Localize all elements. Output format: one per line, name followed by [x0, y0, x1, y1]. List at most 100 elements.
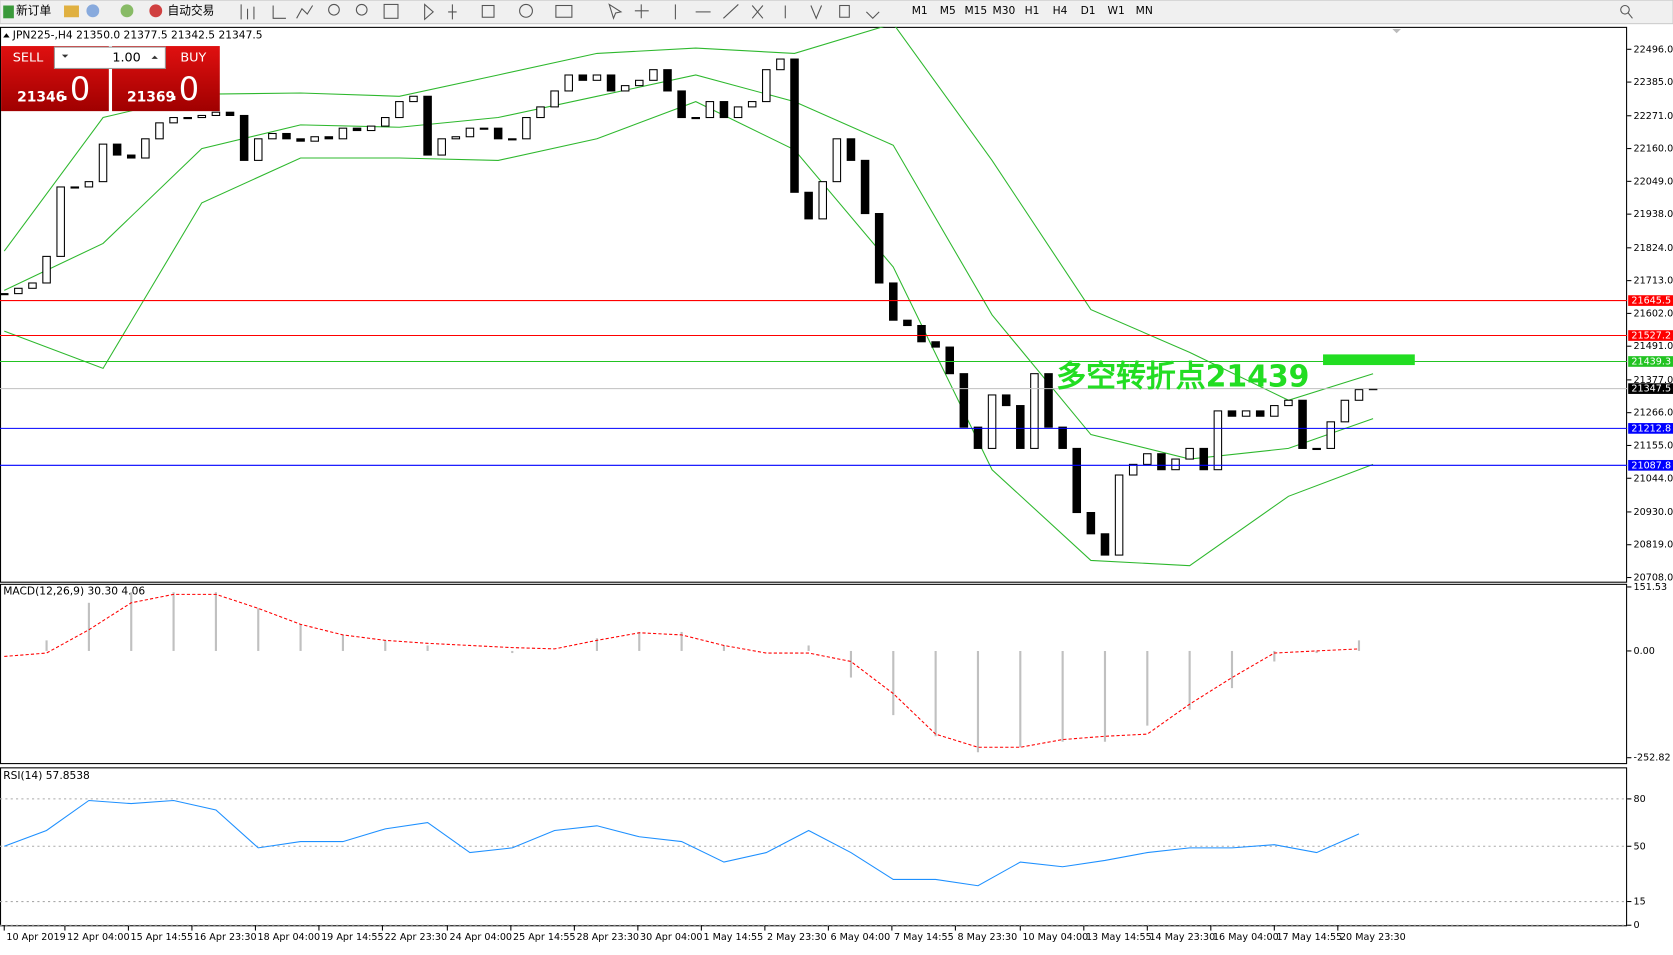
toolbar: 新订单 自动交易 M1 M5 M15 M30 H1 H4 D1 W1 MN	[0, 0, 1673, 25]
candle	[1157, 453, 1166, 471]
buy-frac: .0	[169, 70, 200, 108]
candle	[1016, 405, 1025, 449]
candle	[874, 213, 884, 284]
candle	[846, 138, 856, 161]
timeframe-button[interactable]: D1	[1081, 4, 1096, 17]
candle	[973, 426, 983, 449]
candle	[649, 69, 658, 81]
y-tick-label: 21266.0	[1634, 408, 1673, 419]
candle	[959, 373, 969, 428]
y-tick-label: 0.00	[1634, 646, 1655, 657]
lot-input[interactable]	[53, 46, 166, 69]
candle	[42, 255, 51, 284]
candle	[635, 79, 644, 87]
shift-marker	[1392, 28, 1401, 34]
y-tick-label: 20708.0	[1634, 573, 1673, 584]
candle	[1072, 447, 1082, 514]
marker-box	[1323, 354, 1415, 366]
x-tick-label: 14 May 23:30	[1149, 932, 1215, 943]
candle	[126, 154, 136, 159]
lot-down[interactable]	[61, 54, 69, 58]
candle	[1058, 426, 1067, 449]
x-tick-label: 10 May 04:00	[1022, 932, 1088, 943]
band-upper	[3, 26, 1374, 401]
y-tick-label: 21824.0	[1634, 243, 1673, 254]
candle	[747, 101, 757, 108]
level-tag	[1628, 295, 1673, 306]
x-tick-label: 20 May 23:30	[1340, 932, 1406, 943]
candle	[1270, 405, 1279, 417]
candle	[268, 132, 277, 140]
annotation: 多空转折点21439	[1056, 359, 1309, 394]
candle	[352, 127, 362, 132]
trade-panel: SELL 1.00 BUY 21346 .0 21369 .0	[1, 46, 220, 112]
level-tag	[1628, 459, 1673, 471]
x-tick-label: 15 Apr 14:55	[131, 932, 194, 943]
buy-label[interactable]: BUY	[180, 50, 206, 65]
sell-label[interactable]: SELL	[13, 50, 44, 65]
candle	[592, 74, 602, 81]
series-group	[4, 799, 1360, 887]
candle	[663, 69, 672, 92]
rsi-title: RSI(14) 57.8538	[3, 769, 90, 782]
pane-arrow	[3, 33, 10, 38]
signal-line	[4, 593, 1360, 748]
x-tick-label: 1 May 14:55	[704, 932, 764, 943]
candle	[1114, 474, 1124, 556]
price-pane	[0, 26, 1628, 583]
candle	[1213, 410, 1223, 471]
candle	[338, 127, 348, 140]
candle	[917, 324, 926, 343]
sell-price: 21346	[17, 89, 65, 105]
macd-title: MACD(12,26,9) 30.30 4.06	[3, 584, 145, 597]
candle	[28, 282, 37, 289]
candle	[620, 85, 630, 92]
new-order-button[interactable]: 新订单	[16, 3, 51, 17]
candle	[1298, 399, 1307, 449]
icon	[149, 4, 163, 18]
timeframe-button[interactable]: H4	[1053, 4, 1068, 17]
y-tick-label: 21938.0	[1634, 209, 1673, 220]
level-label: 21087.8	[1631, 460, 1671, 471]
y-tick-label: -252.82	[1634, 753, 1671, 764]
x-tick-label: 19 Apr 14:55	[321, 932, 384, 943]
candle	[56, 186, 65, 257]
series-group	[0, 26, 1378, 567]
candle	[380, 117, 390, 127]
candle	[493, 127, 503, 140]
last-price-tag	[1628, 383, 1673, 394]
y-tick-label: 21491.0	[1634, 341, 1673, 352]
buy-price: 21369	[127, 89, 175, 105]
auto-trading-button[interactable]: 自动交易	[168, 3, 215, 17]
timeframe-button[interactable]: M1	[912, 4, 928, 17]
candle	[310, 136, 319, 142]
timeframe-button[interactable]: H1	[1025, 4, 1040, 17]
timeframe-button[interactable]: MN	[1136, 4, 1153, 17]
candle	[1044, 373, 1053, 428]
timeframe-button[interactable]: M15	[964, 4, 987, 17]
candle	[1086, 511, 1096, 535]
lot-value[interactable]: 1.00	[112, 50, 141, 65]
x-tick-label: 7 May 14:55	[894, 932, 954, 943]
y-tick-label: 21044.0	[1634, 473, 1673, 484]
x-tick-label: 17 May 14:55	[1276, 932, 1342, 943]
timeframe-button[interactable]: W1	[1107, 4, 1124, 17]
candle	[762, 69, 771, 103]
x-tick-label: 12 Apr 04:00	[67, 932, 130, 943]
toolbar-bg	[0, 0, 1673, 25]
candle	[1001, 394, 1011, 407]
timeframe-button[interactable]: M5	[940, 4, 956, 17]
candle	[1185, 447, 1194, 460]
timeframe-button[interactable]: M30	[993, 4, 1016, 17]
candle	[112, 143, 122, 156]
lot-up[interactable]	[151, 55, 158, 59]
timeframe-bar: M1 M5 M15 M30 H1 H4 D1 W1 MN	[912, 4, 1153, 17]
x-tick-label: 24 Apr 04:00	[449, 932, 512, 943]
x-tick-label: 28 Apr 23:30	[576, 932, 639, 943]
candle	[282, 132, 291, 140]
level-label: 21212.8	[1631, 423, 1671, 434]
candle	[479, 127, 489, 130]
candle	[1255, 410, 1265, 417]
